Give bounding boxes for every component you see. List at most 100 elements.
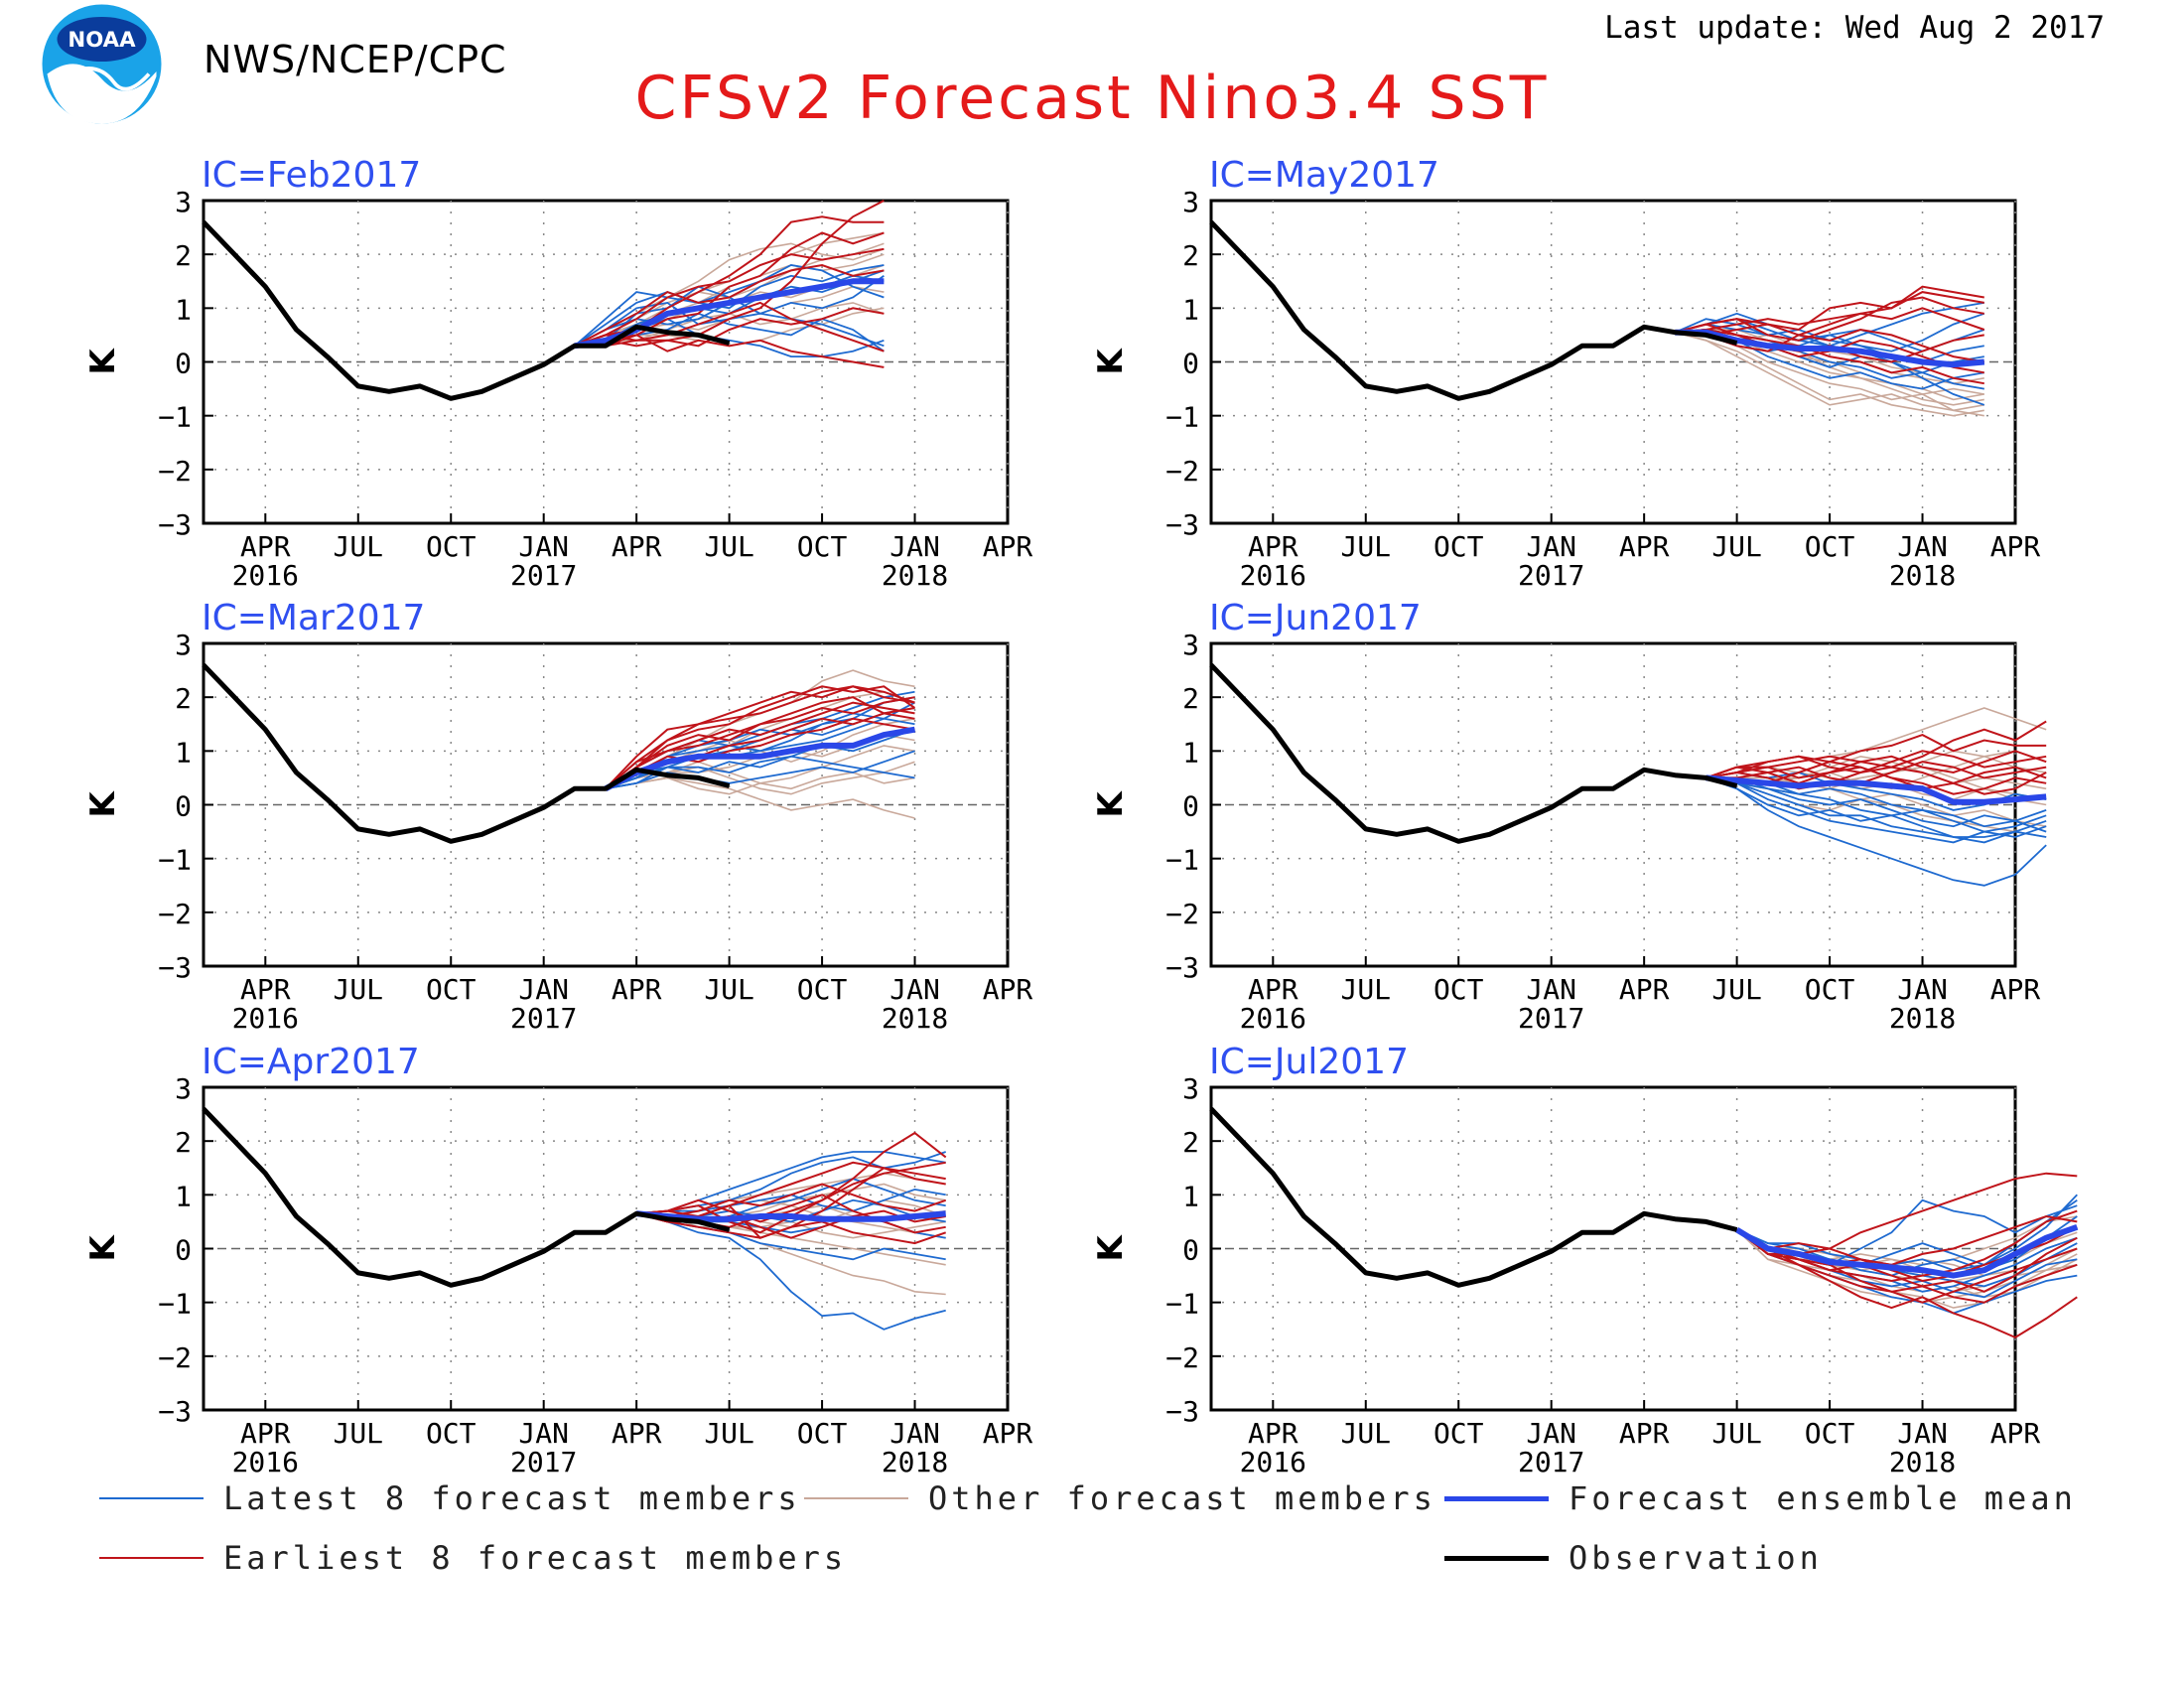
y-tick-label: −2	[158, 455, 192, 488]
earliest-member-line	[1675, 328, 1984, 385]
x-tick-year-label: 2017	[510, 559, 577, 592]
agency-label: NWS/NCEP/CPC	[204, 38, 507, 81]
y-tick-label: −1	[158, 1288, 192, 1321]
earliest-member-line	[1736, 1172, 2078, 1250]
earliest-member-line	[574, 301, 885, 352]
x-tick-label: JAN	[518, 1417, 569, 1450]
x-tick-label: OCT	[1433, 1417, 1484, 1450]
latest-member-line	[1706, 776, 2047, 887]
x-tick-label: OCT	[1805, 973, 1855, 1006]
x-tick-label: OCT	[797, 530, 848, 563]
latest-member-line	[574, 264, 885, 348]
x-tick-year-label: 2017	[510, 1002, 577, 1035]
y-tick-label: −3	[158, 951, 192, 984]
x-tick-year-label: 2018	[1889, 1446, 1956, 1478]
earliest-member-line	[635, 1212, 947, 1245]
x-tick-label: JAN	[518, 973, 569, 1006]
y-tick-label: 1	[1182, 293, 1199, 326]
x-tick-label: OCT	[1433, 530, 1484, 563]
earliest-member-line	[605, 685, 916, 790]
y-tick-label: 0	[1182, 348, 1199, 380]
panel-title: IC=May2017	[1209, 155, 1439, 196]
y-tick-label: −1	[1165, 1288, 1199, 1321]
x-tick-year-label: 2016	[1240, 1446, 1306, 1478]
y-tick-label: 3	[1182, 629, 1199, 661]
logo-text: NOAA	[68, 28, 136, 53]
x-tick-label: APR	[240, 1417, 291, 1450]
latest-member-line	[1706, 776, 2047, 844]
legend: Latest 8 forecast members Other forecast…	[0, 1479, 2184, 1618]
x-tick-label: OCT	[1433, 973, 1484, 1006]
x-tick-label: JAN	[1526, 530, 1576, 563]
y-tick-label: −3	[1165, 1395, 1199, 1428]
y-tick-label: 3	[175, 1072, 192, 1105]
legend-observation-label: Observation	[1569, 1539, 1823, 1577]
x-tick-label: OCT	[426, 530, 477, 563]
observation-line	[202, 662, 731, 844]
legend-mean-label: Forecast ensemble mean	[1569, 1479, 2077, 1517]
x-tick-label: APR	[1990, 530, 2041, 563]
x-tick-label: JUL	[1711, 1417, 1762, 1450]
x-tick-label: OCT	[426, 973, 477, 1006]
latest-member-line	[1706, 776, 2047, 844]
earliest-member-line	[1706, 761, 2047, 784]
x-tick-year-label: 2017	[1518, 1002, 1584, 1035]
x-tick-label: JUL	[1340, 973, 1391, 1006]
y-tick-label: −2	[158, 898, 192, 930]
y-tick-label: 0	[175, 348, 192, 380]
x-tick-label: JAN	[1897, 973, 1948, 1006]
earliest-member-line	[574, 307, 885, 348]
last-update-text: Last update: Wed Aug 2 2017	[1604, 10, 2105, 46]
x-tick-label: JUL	[1711, 530, 1762, 563]
x-tick-label: APR	[1990, 973, 2041, 1006]
other-member-line	[1675, 331, 1984, 417]
y-tick-label: 3	[175, 186, 192, 218]
y-tick-label: 3	[1182, 1072, 1199, 1105]
y-tick-label: 1	[1182, 736, 1199, 769]
panel-title: IC=Mar2017	[202, 598, 425, 638]
x-tick-label: APR	[1619, 1417, 1670, 1450]
x-tick-label: JAN	[889, 1417, 940, 1450]
y-tick-label: 3	[175, 629, 192, 661]
y-tick-label: −3	[158, 1395, 192, 1428]
x-tick-label: JUL	[704, 530, 754, 563]
x-tick-label: APR	[983, 530, 1033, 563]
legend-other-swatch	[804, 1497, 908, 1499]
y-axis-label: K	[1091, 348, 1131, 375]
y-tick-label: 2	[175, 682, 192, 715]
x-tick-label: JAN	[1897, 1417, 1948, 1450]
latest-member-line	[635, 1212, 946, 1331]
x-tick-year-label: 2016	[232, 1446, 299, 1478]
y-axis-label: K	[83, 1234, 123, 1262]
y-tick-label: −1	[1165, 401, 1199, 434]
x-tick-year-label: 2017	[1518, 1446, 1584, 1478]
x-tick-label: JAN	[518, 530, 569, 563]
latest-member-line	[1706, 776, 2047, 828]
x-tick-label: JUL	[1340, 530, 1391, 563]
x-tick-label: APR	[240, 973, 291, 1006]
x-tick-label: OCT	[426, 1417, 477, 1450]
earliest-member-line	[574, 200, 885, 348]
x-tick-year-label: 2018	[882, 1446, 948, 1478]
latest-member-line	[605, 728, 915, 790]
x-tick-year-label: 2018	[882, 1002, 948, 1035]
earliest-member-line	[636, 1183, 947, 1218]
y-axis-label: K	[83, 790, 123, 818]
earliest-member-line	[605, 685, 915, 790]
earliest-member-line	[1736, 1228, 2078, 1293]
x-tick-label: APR	[1248, 1417, 1298, 1450]
x-tick-label: JUL	[333, 1417, 383, 1450]
earliest-member-line	[636, 1161, 946, 1218]
legend-latest: Latest 8 forecast members	[99, 1479, 801, 1517]
legend-latest-label: Latest 8 forecast members	[223, 1479, 801, 1517]
x-tick-label: OCT	[797, 1417, 848, 1450]
x-tick-year-label: 2016	[1240, 559, 1306, 592]
observation-line	[1209, 1106, 1738, 1288]
other-member-line	[1675, 331, 1984, 412]
y-axis-label: K	[1091, 790, 1131, 818]
x-tick-label: APR	[240, 530, 291, 563]
x-tick-year-label: 2018	[1889, 1002, 1956, 1035]
x-tick-label: JUL	[333, 973, 383, 1006]
